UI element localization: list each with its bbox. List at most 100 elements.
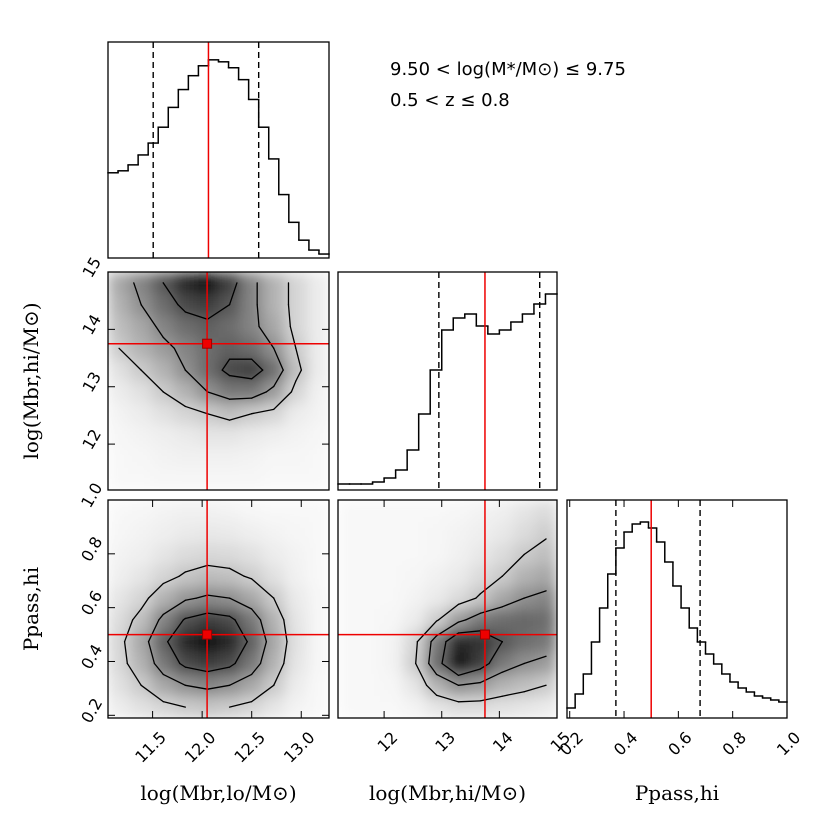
x-tick-label: 12: [374, 728, 402, 756]
x-axis-label: Ppass,hi: [635, 781, 719, 805]
contour: [501, 553, 525, 577]
density-cell: [403, 543, 427, 566]
density-cell: [240, 521, 264, 545]
density-cell: [306, 272, 329, 295]
density-cell: [174, 381, 197, 404]
contour: [123, 619, 134, 643]
density-cell: [262, 565, 286, 588]
density-cell: [447, 543, 470, 566]
density-cell: [381, 674, 405, 697]
density-cell: [108, 446, 131, 469]
density-cell: [130, 381, 153, 404]
density-cell: [240, 337, 264, 360]
density-cell: [130, 630, 153, 654]
density-cell: [152, 630, 175, 654]
density-cell: [152, 652, 175, 675]
contour: [430, 635, 438, 643]
density-cell: [218, 609, 242, 632]
density-cell: [359, 500, 383, 523]
density-cell: [535, 521, 557, 545]
density-cell: [381, 652, 405, 675]
contour: [457, 597, 477, 605]
density-cell: [262, 652, 286, 675]
density-cell: [262, 293, 286, 317]
density-cell: [108, 500, 131, 523]
contour: [437, 603, 460, 621]
contour: [273, 662, 285, 686]
density-cell: [306, 359, 329, 382]
contour: [428, 662, 438, 676]
density-cell: [130, 609, 153, 632]
density-cell: [403, 674, 427, 697]
contour: [228, 282, 238, 306]
contour: [250, 684, 275, 703]
contour: [184, 564, 209, 573]
contour: [195, 594, 209, 599]
panel-frame: [107, 41, 330, 259]
density-cell: [262, 272, 286, 295]
density-cell: [447, 587, 470, 610]
density-cell: [306, 587, 329, 610]
contour: [206, 594, 231, 599]
density-cell: [108, 609, 131, 632]
density-cell: [218, 630, 242, 654]
contour: [234, 641, 248, 665]
density-cell: [174, 521, 197, 545]
x-tick-label: 0.4: [610, 728, 641, 759]
density-cell: [218, 543, 242, 566]
density-cell: [535, 543, 557, 566]
density-cell: [359, 652, 383, 675]
density-cell: [306, 424, 329, 447]
contour: [206, 304, 231, 320]
density-cell: [218, 402, 242, 426]
density-cell: [108, 565, 131, 588]
density-cell: [425, 565, 449, 588]
density-cell: [130, 565, 153, 588]
contour: [428, 641, 432, 665]
contour: [415, 662, 428, 686]
truth-point: [479, 629, 490, 640]
density-cell: [381, 630, 405, 654]
contour: [441, 641, 447, 665]
contour: [501, 662, 525, 673]
contour: [228, 397, 253, 400]
contour: [184, 369, 209, 393]
contour: [523, 684, 547, 693]
density-cell: [403, 565, 427, 588]
contour: [415, 641, 419, 665]
contour: [228, 597, 253, 610]
contour: [228, 662, 236, 668]
density-cell: [469, 500, 492, 523]
density-cell: [108, 468, 131, 490]
contour: [147, 641, 156, 665]
contour: [162, 599, 187, 616]
density-cell: [130, 521, 153, 545]
contour: [435, 694, 460, 703]
density-cell: [262, 500, 286, 523]
contour: [273, 597, 285, 621]
density-cell: [262, 630, 286, 654]
contour: [177, 304, 187, 313]
x-tick-label: 13.0: [280, 728, 319, 767]
density-cell: [535, 609, 557, 632]
density-cell: [469, 652, 492, 675]
density-cell: [174, 500, 197, 523]
density-cell: [306, 543, 329, 566]
density-cell: [359, 521, 383, 545]
density-cell: [240, 468, 264, 490]
contour: [457, 619, 467, 623]
density-cell: [284, 272, 308, 295]
contour: [158, 613, 164, 621]
panel-frame: [107, 499, 330, 719]
density-cell: [174, 272, 197, 295]
density-cell: [262, 468, 286, 490]
contour: [126, 662, 142, 686]
density-cell: [240, 272, 264, 295]
x-tick-label: 1.0: [773, 728, 804, 759]
density-cell: [174, 424, 197, 447]
density-cell: [240, 446, 264, 469]
y-tick-label: 14: [78, 311, 105, 338]
